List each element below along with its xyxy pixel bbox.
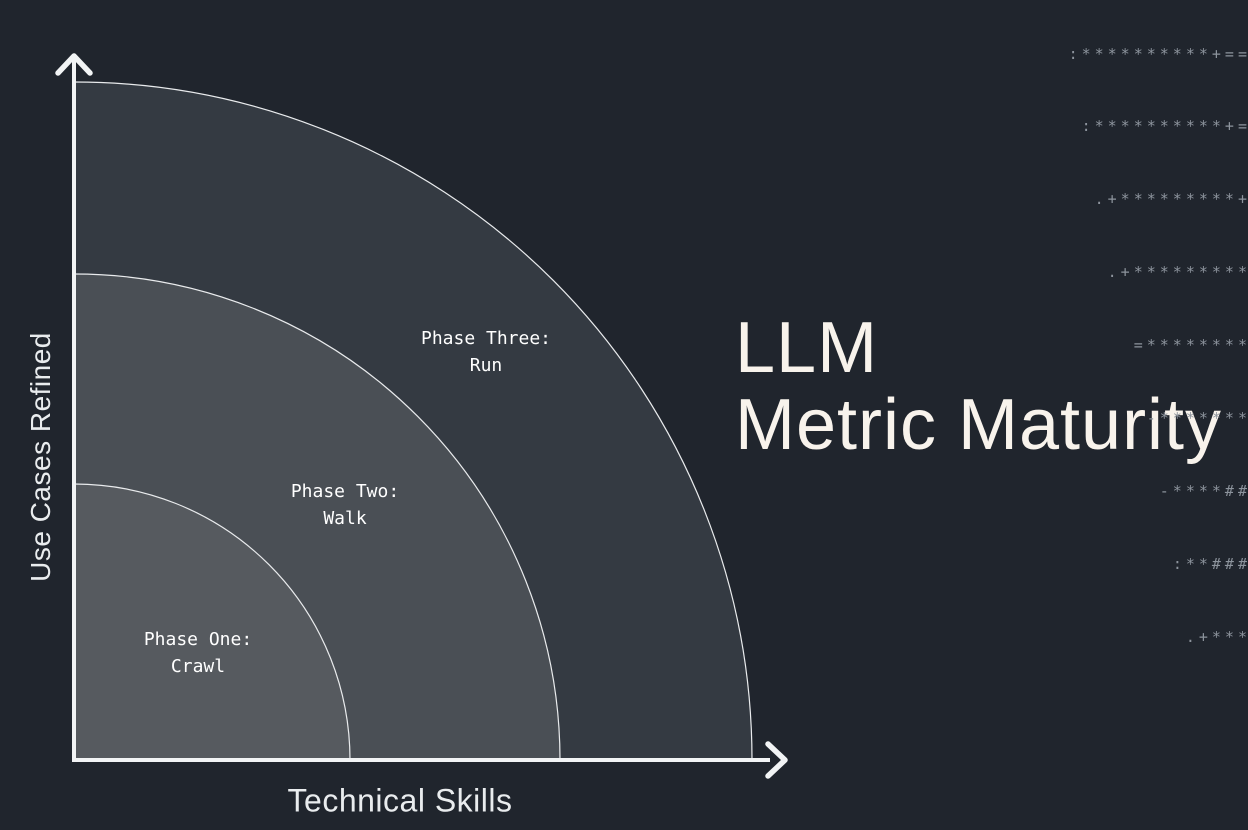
ascii-art-line: .+*** [1185,627,1248,646]
phase-two-stage: Walk [323,508,367,529]
phase-two-label: Phase Two: Walk [291,478,399,532]
ascii-art-line: :**### [1172,554,1248,573]
phase-two-title: Phase Two: [290,481,400,502]
phase-three-title: Phase Three: [420,328,552,349]
phase-one-arc-outline [73,483,351,761]
x-axis-arrowhead [765,741,788,779]
phase-three-stage: Run [469,355,503,376]
phase-two-arc-outline [73,273,561,761]
page-title-line2: Metric Maturity [735,385,1223,465]
phase-one-stage: Crawl [170,656,226,677]
phase-one-title: Phase One: [143,629,253,650]
ascii-art-line: :**********+= [1081,117,1248,136]
page-title: LLM Metric Maturity [735,310,1222,464]
axes [55,53,788,779]
phase-three-arc-outline [73,81,753,761]
phase-one-label: Phase One: Crawl [144,626,252,680]
ascii-art-line: -******* [1146,409,1248,428]
ascii-art-line: -****## [1159,481,1248,500]
page-title-line1: LLM [735,308,879,388]
ascii-art-line: .+********* [1107,263,1248,282]
phase-three-label: Phase Three: Run [421,325,551,379]
ascii-art-line: =******** [1133,336,1248,355]
ascii-art-line: .+*********+ [1094,190,1248,209]
y-axis-arrowhead [55,53,93,76]
ascii-art-decoration: :**********+== :**********+= .+*********… [1069,0,1248,673]
ascii-art-line: :**********+== [1068,44,1248,63]
y-axis-label: Use Cases Refined [25,332,56,582]
x-axis-label: Technical Skills [287,782,513,819]
phase-one-region [74,484,350,760]
